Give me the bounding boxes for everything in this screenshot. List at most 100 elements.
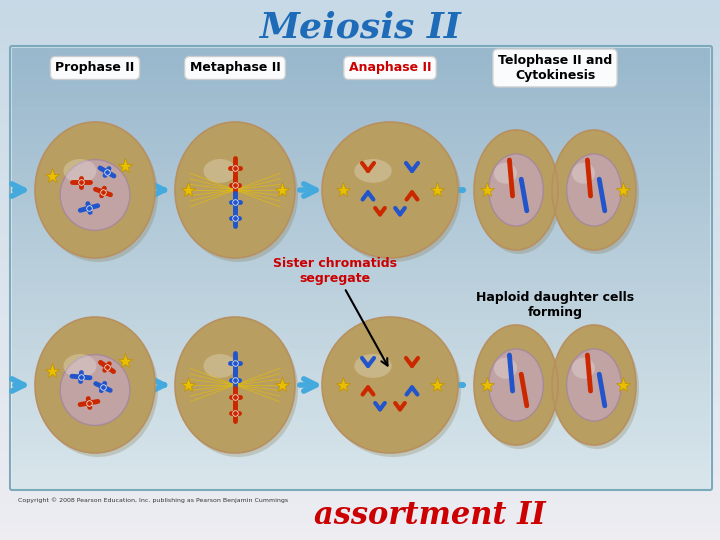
Bar (12, 334, 710, 342)
Bar (12, 194, 710, 202)
Text: Anaphase II: Anaphase II (348, 62, 431, 75)
Bar (12, 298, 710, 305)
Bar (0, 126, 720, 135)
Ellipse shape (361, 161, 408, 208)
Bar (12, 217, 710, 225)
Bar (12, 210, 710, 217)
Bar (0, 513, 720, 522)
Ellipse shape (561, 338, 624, 429)
Bar (0, 243, 720, 252)
Bar (0, 108, 720, 117)
Bar (12, 55, 710, 63)
Bar (0, 288, 720, 297)
Bar (0, 369, 720, 378)
Ellipse shape (184, 132, 284, 246)
Ellipse shape (579, 169, 601, 200)
Ellipse shape (178, 126, 298, 262)
Ellipse shape (573, 355, 609, 407)
Ellipse shape (480, 334, 550, 434)
Ellipse shape (552, 130, 636, 250)
Ellipse shape (332, 327, 446, 441)
Ellipse shape (40, 127, 150, 252)
Ellipse shape (78, 366, 100, 390)
Ellipse shape (178, 321, 298, 457)
Ellipse shape (175, 317, 295, 453)
Ellipse shape (572, 163, 595, 184)
Bar (0, 180, 720, 189)
Ellipse shape (325, 321, 461, 457)
Text: Telophase II and
Cytokinesis: Telophase II and Cytokinesis (498, 54, 612, 82)
Ellipse shape (489, 152, 539, 222)
Ellipse shape (371, 366, 396, 390)
Ellipse shape (480, 139, 550, 239)
Ellipse shape (489, 349, 544, 421)
Bar (12, 85, 710, 92)
Ellipse shape (558, 334, 629, 434)
Bar (0, 171, 720, 180)
Ellipse shape (60, 160, 130, 231)
Ellipse shape (477, 329, 561, 449)
Ellipse shape (40, 322, 150, 447)
Bar (0, 54, 720, 63)
Bar (12, 202, 710, 210)
Bar (0, 261, 720, 270)
Bar (12, 370, 710, 379)
Bar (0, 459, 720, 468)
Ellipse shape (218, 366, 240, 390)
Text: Copyright © 2008 Pearson Education, Inc. publishing as Pearson Benjamin Cummings: Copyright © 2008 Pearson Education, Inc.… (18, 497, 288, 503)
Ellipse shape (570, 351, 613, 412)
Ellipse shape (63, 159, 96, 183)
Bar (0, 18, 720, 27)
Ellipse shape (179, 127, 289, 252)
Ellipse shape (197, 341, 268, 422)
Ellipse shape (61, 346, 122, 416)
Ellipse shape (66, 352, 117, 409)
Ellipse shape (567, 349, 621, 421)
Bar (0, 396, 720, 405)
Ellipse shape (188, 137, 279, 239)
Bar (12, 378, 710, 386)
Ellipse shape (354, 159, 392, 183)
Ellipse shape (192, 336, 273, 428)
Ellipse shape (38, 321, 158, 457)
Ellipse shape (63, 354, 96, 378)
Ellipse shape (495, 160, 531, 212)
Bar (12, 415, 710, 422)
Ellipse shape (184, 327, 284, 441)
Bar (12, 341, 710, 349)
Ellipse shape (356, 352, 415, 409)
Bar (0, 297, 720, 306)
Bar (12, 444, 710, 452)
Bar (0, 0, 720, 9)
Bar (0, 153, 720, 162)
Ellipse shape (53, 336, 133, 428)
Bar (0, 441, 720, 450)
Bar (0, 432, 720, 441)
Bar (12, 282, 710, 291)
Bar (0, 81, 720, 90)
Bar (0, 27, 720, 36)
Bar (0, 117, 720, 126)
Bar (12, 400, 710, 408)
Bar (12, 114, 710, 122)
Ellipse shape (346, 341, 427, 422)
Ellipse shape (585, 373, 594, 384)
Ellipse shape (371, 171, 396, 195)
Ellipse shape (561, 143, 624, 233)
Bar (12, 173, 710, 180)
Bar (0, 162, 720, 171)
Text: Prophase II: Prophase II (55, 62, 135, 75)
Ellipse shape (204, 159, 236, 183)
Ellipse shape (483, 143, 546, 233)
Ellipse shape (197, 146, 268, 227)
Bar (12, 458, 710, 467)
Ellipse shape (366, 166, 402, 202)
Ellipse shape (44, 132, 144, 246)
Bar (12, 268, 710, 276)
Ellipse shape (218, 171, 240, 195)
Ellipse shape (44, 327, 144, 441)
Bar (12, 356, 710, 364)
Bar (0, 189, 720, 198)
Ellipse shape (35, 122, 155, 258)
Bar (12, 129, 710, 137)
